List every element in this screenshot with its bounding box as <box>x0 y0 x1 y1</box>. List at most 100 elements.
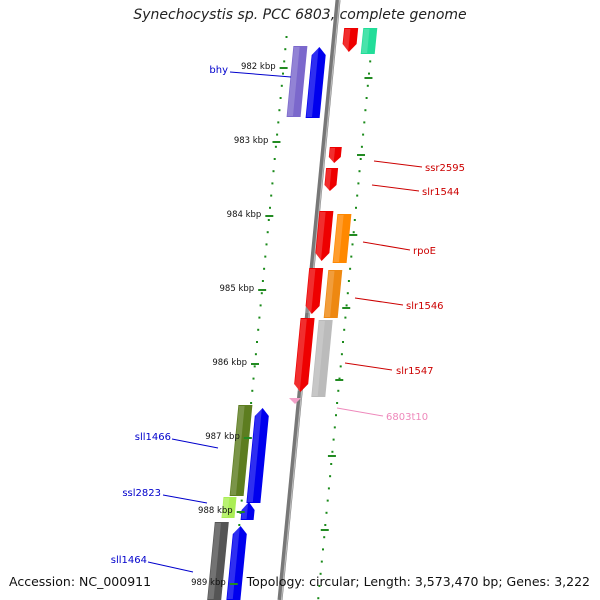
track-dot <box>320 560 323 563</box>
track-dot <box>330 463 333 465</box>
track-dot <box>279 97 282 99</box>
track-dot <box>345 304 348 307</box>
track-dot <box>274 145 277 148</box>
gene-bhy-partner-box-shade <box>287 47 300 116</box>
track-dot <box>285 36 288 38</box>
track-dot <box>264 255 267 258</box>
track-dot <box>271 182 274 185</box>
gene-ssl2823-arrow-shade <box>241 503 249 519</box>
gene-slr1547-partner-box <box>311 320 333 397</box>
leader-line-sll1464 <box>147 561 194 573</box>
gene-slr1547-partner-box-shade <box>312 321 325 396</box>
gene-ssl2823-arrow <box>240 502 255 520</box>
track-dot <box>240 499 243 502</box>
gene-top-red-arrow-shade <box>342 29 351 51</box>
gene-slr1547-arrow-shade <box>294 319 307 391</box>
gene-6803t10-marker <box>289 398 301 404</box>
track-dot <box>351 243 354 246</box>
gene-slr1546-partner-box-shade <box>324 271 335 317</box>
gene-slr1547-arrow <box>294 318 315 392</box>
tick-label: 984 kbp <box>227 210 262 220</box>
leader-line-slr1547 <box>344 362 393 371</box>
track-dot <box>283 60 286 63</box>
track-dot <box>355 206 357 209</box>
track-dot <box>332 438 335 441</box>
track-dot <box>342 341 344 343</box>
track-dot <box>357 182 360 185</box>
track-dot <box>257 328 260 331</box>
leader-line-sll1466 <box>171 438 219 449</box>
genome-summary-text: Topology: circular; Length: 3,573,470 bp… <box>246 574 590 589</box>
gene-sll1466-arrow <box>246 408 269 503</box>
track-dot <box>259 304 262 307</box>
track-dot <box>250 402 253 404</box>
track-dot <box>331 450 334 453</box>
track-dot <box>335 414 337 417</box>
leader-line-bhy <box>229 71 292 78</box>
track-dot <box>258 316 261 319</box>
gene-sll1464-partner-box-shade <box>208 523 221 599</box>
gene-ssr2595-arrow-shade <box>328 148 336 162</box>
track-dot <box>322 548 324 551</box>
gene-top-green-box-shade <box>361 29 370 53</box>
track-dot <box>267 219 270 221</box>
accession-text: Accession: NC_000911 <box>9 574 152 589</box>
track-dot <box>327 487 330 490</box>
track-dot <box>325 511 328 514</box>
track-dot <box>366 84 369 87</box>
gene-bhy-partner-box <box>286 46 308 117</box>
track-dot <box>269 206 271 209</box>
track-dot <box>360 145 363 148</box>
gene-rpoE-partner-box <box>332 214 352 263</box>
track-dot <box>326 499 329 502</box>
tick-label: 986 kbp <box>212 358 247 368</box>
track-dot <box>266 231 269 234</box>
track-dot <box>337 389 340 392</box>
gene-slr1544-arrow <box>324 168 339 191</box>
track-dot <box>276 133 279 136</box>
track-dot <box>346 292 349 295</box>
track-dot <box>359 158 362 160</box>
track-dot <box>352 231 355 234</box>
track-dot <box>350 255 353 258</box>
track-dot <box>270 194 273 197</box>
gene-label-rpoE: rpoE <box>413 246 436 257</box>
gene-sll1466-arrow-shade <box>247 409 262 502</box>
track-dot <box>364 109 367 112</box>
gene-sll1466-partner-box <box>229 405 253 496</box>
gene-ssr2595-arrow <box>328 147 342 163</box>
track-dot <box>273 158 276 160</box>
track-dot <box>251 389 254 392</box>
track-dot <box>368 72 370 75</box>
gene-label-slr1546: slr1546 <box>406 301 444 312</box>
gene-sll1464-arrow <box>226 526 247 600</box>
track-dot <box>254 353 257 356</box>
track-dot <box>252 377 255 380</box>
leader-line-slr1544 <box>371 184 420 192</box>
map-title: Synechocystis sp. PCC 6803, complete gen… <box>133 7 467 23</box>
gene-rpoE-arrow <box>315 211 334 261</box>
track-dot <box>347 280 350 282</box>
leader-line-slr1546 <box>354 297 404 306</box>
track-dot <box>253 365 256 368</box>
track-dot <box>323 536 326 539</box>
gene-sll1466-partner-box-shade <box>230 406 245 495</box>
track-dot <box>333 426 336 429</box>
track-dot <box>265 243 268 246</box>
tick-label: 988 kbp <box>198 506 233 516</box>
gene-ssl2823-partner-box <box>221 497 237 518</box>
track-dot <box>356 194 359 197</box>
gene-label-6803t10: 6803t10 <box>386 412 428 423</box>
track-dot <box>263 267 266 270</box>
track-dot <box>365 97 368 99</box>
track-dot <box>343 328 346 331</box>
gene-label-slr1547: slr1547 <box>396 366 434 377</box>
gene-sll1464-arrow-shade <box>227 527 240 599</box>
right-dotted-track <box>317 36 374 600</box>
gene-bhy-arrow-shade <box>306 48 319 117</box>
track-dot <box>277 121 280 124</box>
gene-label-bhy: bhy <box>209 65 228 76</box>
track-dot <box>317 597 320 600</box>
track-dot <box>280 84 283 87</box>
